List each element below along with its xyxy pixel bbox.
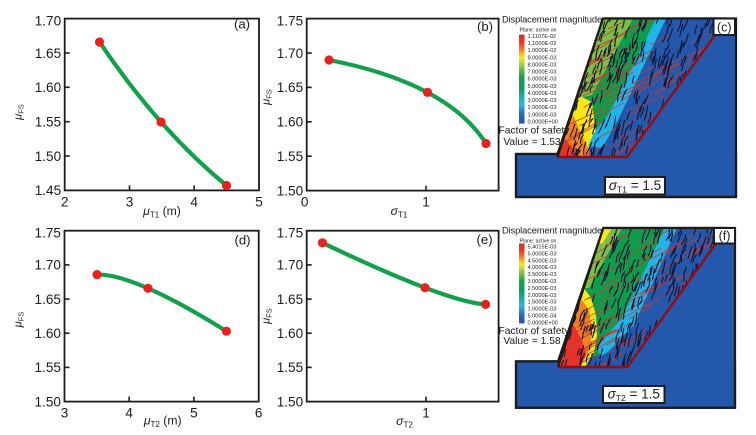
svg-text:σT1: σT1 xyxy=(391,204,408,219)
svg-text:1.65: 1.65 xyxy=(277,80,303,95)
svg-text:2.0000E-03: 2.0000E-03 xyxy=(528,105,557,111)
svg-text:σT2 = 1.5: σT2 = 1.5 xyxy=(608,387,660,404)
svg-text:3: 3 xyxy=(61,406,69,421)
svg-text:4.0000E-03: 4.0000E-03 xyxy=(528,91,557,97)
svg-text:1.55: 1.55 xyxy=(277,149,303,164)
svg-text:5: 5 xyxy=(255,194,263,209)
svg-text:Plane: active on: Plane: active on xyxy=(520,239,557,245)
svg-text:0.0000E+00: 0.0000E+00 xyxy=(528,119,558,125)
svg-text:(a): (a) xyxy=(234,17,250,32)
svg-text:5.0000E-03: 5.0000E-03 xyxy=(528,84,557,90)
svg-text:0: 0 xyxy=(301,195,309,210)
svg-text:μFS: μFS xyxy=(261,89,274,106)
svg-text:2.0000E-03: 2.0000E-03 xyxy=(528,293,557,299)
svg-text:1.5000E-03: 1.5000E-03 xyxy=(528,300,557,306)
svg-text:1: 1 xyxy=(422,406,430,421)
svg-text:1.70: 1.70 xyxy=(277,258,304,273)
svg-text:3.0000E-03: 3.0000E-03 xyxy=(528,279,557,285)
svg-text:2: 2 xyxy=(61,194,69,209)
svg-text:6: 6 xyxy=(255,406,263,421)
svg-text:(c): (c) xyxy=(717,21,732,35)
svg-text:6.0000E-03: 6.0000E-03 xyxy=(528,77,557,83)
svg-text:1.70: 1.70 xyxy=(35,13,62,28)
svg-text:μFS: μFS xyxy=(261,308,274,325)
svg-text:5.0000E-04: 5.0000E-04 xyxy=(528,314,557,320)
svg-text:1.60: 1.60 xyxy=(277,115,304,130)
svg-text:Value = 1.58: Value = 1.58 xyxy=(503,336,561,347)
svg-text:Factor of safety: Factor of safety xyxy=(499,126,571,137)
svg-text:9.0000E-03: 9.0000E-03 xyxy=(528,55,557,61)
svg-text:4: 4 xyxy=(190,194,198,209)
svg-text:5.0000E-03: 5.0000E-03 xyxy=(528,251,557,257)
svg-text:μT1 (m): μT1 (m) xyxy=(142,204,181,219)
svg-text:1.60: 1.60 xyxy=(35,326,62,341)
svg-text:1.45: 1.45 xyxy=(35,183,61,198)
svg-text:5.4015E-03: 5.4015E-03 xyxy=(528,245,557,251)
svg-text:μFS: μFS xyxy=(13,312,26,329)
svg-text:1.1107E-02: 1.1107E-02 xyxy=(528,34,557,40)
svg-text:(b): (b) xyxy=(477,19,493,34)
svg-text:1.75: 1.75 xyxy=(35,226,61,241)
svg-text:1.50: 1.50 xyxy=(35,394,62,409)
svg-text:1.60: 1.60 xyxy=(35,80,62,95)
svg-text:3.0000E-03: 3.0000E-03 xyxy=(528,98,557,104)
svg-text:1.0000E-03: 1.0000E-03 xyxy=(528,307,557,313)
svg-text:μFS: μFS xyxy=(13,104,26,121)
svg-text:1.1000E-02: 1.1000E-02 xyxy=(528,41,557,47)
svg-text:0.0000E+00: 0.0000E+00 xyxy=(528,320,558,326)
svg-text:1.50: 1.50 xyxy=(277,183,304,198)
svg-text:Plane: active on: Plane: active on xyxy=(520,27,557,33)
svg-text:1.65: 1.65 xyxy=(35,46,61,61)
svg-text:7.0000E-03: 7.0000E-03 xyxy=(528,70,557,76)
svg-text:1.55: 1.55 xyxy=(35,115,61,130)
svg-text:1.0000E-03: 1.0000E-03 xyxy=(528,112,557,118)
svg-text:1.50: 1.50 xyxy=(35,149,62,164)
svg-text:Factor of safety: Factor of safety xyxy=(499,326,571,337)
svg-text:5: 5 xyxy=(190,406,198,421)
svg-text:3: 3 xyxy=(126,194,134,209)
svg-text:(f): (f) xyxy=(719,229,731,243)
svg-text:1.60: 1.60 xyxy=(277,326,304,341)
svg-text:1.55: 1.55 xyxy=(277,360,303,375)
svg-text:1.70: 1.70 xyxy=(35,258,62,273)
svg-text:σT1 = 1.5: σT1 = 1.5 xyxy=(609,178,661,195)
svg-text:1.65: 1.65 xyxy=(277,292,303,307)
svg-text:8.0000E-03: 8.0000E-03 xyxy=(528,63,557,69)
svg-text:2.5000E-03: 2.5000E-03 xyxy=(528,286,557,292)
svg-text:(e): (e) xyxy=(477,232,493,247)
svg-text:1.65: 1.65 xyxy=(35,292,61,307)
svg-text:1.75: 1.75 xyxy=(277,13,303,28)
svg-text:1.50: 1.50 xyxy=(277,394,304,409)
svg-text:σT2: σT2 xyxy=(396,414,413,429)
svg-text:4.0000E-03: 4.0000E-03 xyxy=(528,265,557,271)
svg-text:1.0000E-02: 1.0000E-02 xyxy=(528,48,557,54)
svg-text:1.55: 1.55 xyxy=(35,360,61,375)
svg-text:4: 4 xyxy=(125,406,133,421)
svg-text:3.5000E-03: 3.5000E-03 xyxy=(528,272,557,278)
svg-text:1: 1 xyxy=(422,195,430,210)
svg-text:4.5000E-03: 4.5000E-03 xyxy=(528,258,557,264)
svg-text:Displacement magnitude: Displacement magnitude xyxy=(502,14,602,24)
svg-text:Displacement magnitude: Displacement magnitude xyxy=(502,226,602,236)
svg-text:Value = 1.53: Value = 1.53 xyxy=(503,137,561,148)
svg-text:(d): (d) xyxy=(234,233,250,248)
svg-text:μT2 (m): μT2 (m) xyxy=(143,414,182,429)
svg-text:1.70: 1.70 xyxy=(277,46,304,61)
svg-text:1.75: 1.75 xyxy=(277,226,303,241)
